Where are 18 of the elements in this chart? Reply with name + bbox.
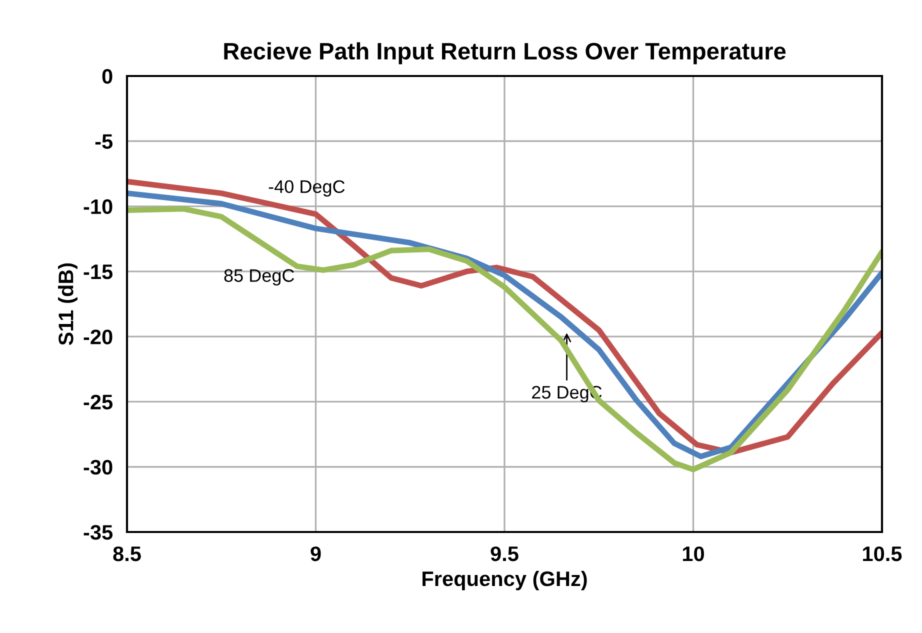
y-tick-label: -35 xyxy=(84,525,113,540)
y-tick-label: -5 xyxy=(95,134,113,149)
annotation: -40 DegC xyxy=(268,180,345,197)
x-tick-label: 8.5 xyxy=(113,546,141,562)
y-tick-label: -10 xyxy=(84,199,112,214)
x-tick-label: 9.5 xyxy=(490,546,518,562)
x-tick-label: 10 xyxy=(682,546,704,562)
x-tick-label: 10.5 xyxy=(863,546,902,562)
y-axis-title: S11 (dB) xyxy=(58,263,78,346)
y-tick-label: 0 xyxy=(102,69,112,84)
y-tick-label: -15 xyxy=(84,264,113,280)
y-tick-label: -25 xyxy=(84,394,113,410)
x-tick-label: 9 xyxy=(310,546,321,562)
chart-title: Recieve Path Input Return Loss Over Temperature xyxy=(224,42,786,64)
y-tick-label: -30 xyxy=(84,460,112,475)
annotation: 85 DegC xyxy=(224,269,294,286)
x-axis-title: Frequency (GHz) xyxy=(422,570,587,590)
y-tick-label: -20 xyxy=(84,330,112,344)
